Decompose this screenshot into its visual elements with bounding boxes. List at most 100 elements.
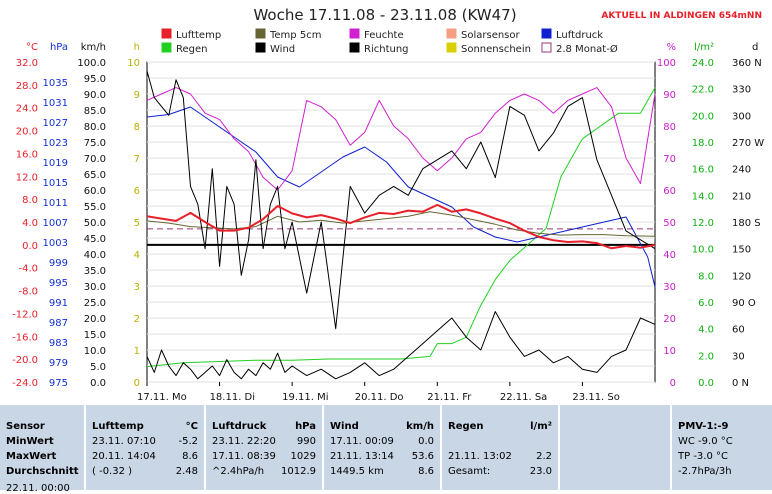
left-tick-label: 1015	[43, 178, 68, 189]
lufttemp-avg-value: 2.48	[175, 466, 198, 477]
x-tick-label: 18.11. Di	[210, 392, 255, 403]
wind-min-value: 0.0	[418, 436, 434, 447]
left-tick-label: 12.0	[16, 172, 38, 183]
left-tick-label: 28.0	[16, 81, 38, 92]
right-tick-label: 0	[670, 378, 676, 389]
lufttemp-avg-note: ( -0.32 )	[92, 466, 133, 477]
right-tick-label: 8.0	[698, 271, 714, 282]
legend-swatch	[349, 28, 360, 39]
right-tick-label: 270 W	[732, 138, 764, 149]
right-tick-label: 100	[657, 58, 676, 69]
left-tick-label: 50.0	[84, 218, 106, 229]
left-tick-label: -16.0	[12, 332, 38, 343]
left-tick-label: 45.0	[84, 234, 106, 245]
chart-title: Woche 17.11.08 - 23.11.08 (KW47)	[253, 6, 516, 24]
luftdruck-max-time: 17.11. 08:39	[212, 451, 276, 462]
luftdruck-header: Luftdruck	[212, 421, 267, 432]
left-tick-label: 8.0	[22, 195, 38, 206]
wind-distance: 1449.5 km	[330, 466, 384, 477]
right-tick-label: 50	[663, 218, 676, 229]
right-tick-label: 330	[732, 85, 751, 96]
right-tick-label: 10.0	[692, 245, 714, 256]
weather-chart: Woche 17.11.08 - 23.11.08 (KW47) AKTUELL…	[12, 6, 764, 403]
lufttemp-min-time: 23.11. 07:10	[92, 436, 156, 447]
wind-unit: km/h	[406, 421, 434, 432]
left-tick-label: 1011	[43, 198, 68, 209]
pmv-column: PMV-1:-9 WC -9.0 °C TP -3.0 °C -2.7hPa/3…	[672, 405, 772, 490]
left-tick-label: 24.0	[16, 104, 38, 115]
luftdruck-min-value: 990	[296, 436, 316, 447]
legend-label: Temp 5cm	[269, 30, 321, 41]
series-wind	[146, 311, 656, 380]
legend-entry: Wind	[255, 42, 295, 55]
legend-swatch	[161, 28, 172, 39]
left-tick-label: -20.0	[12, 355, 38, 366]
left-tick-label: 1019	[43, 158, 68, 169]
lufttemp-unit: °C	[185, 421, 198, 432]
left-tick-label: 25.0	[84, 298, 106, 309]
lufttemp-min-value: -5.2	[178, 436, 198, 447]
legend-label: 2.8 Monat-Ø	[556, 43, 618, 55]
legend-entry: Lufttemp	[161, 28, 221, 41]
axes: °C32.028.024.020.016.012.08.04.00.0-4.0-…	[12, 42, 764, 403]
sensor-column: Sensor MinWert MaxWert Durchschnitt 22.1…	[0, 405, 86, 494]
summary-table: Sensor MinWert MaxWert Durchschnitt 22.1…	[0, 405, 772, 494]
right-tick-label: 80	[663, 122, 676, 133]
left-tick-label: 80.0	[84, 122, 106, 133]
legend-label: Regen	[176, 44, 208, 55]
chart-subtitle: AKTUELL IN ALDINGEN 654mNN	[601, 11, 762, 21]
left-tick-label: 16.0	[16, 149, 38, 160]
right-tick-label: 12.0	[692, 218, 714, 229]
luftdruck-trend: ^2.4hPa/h	[212, 466, 265, 477]
left-tick-label: 1	[134, 346, 140, 357]
left-tick-label: 0.0	[22, 241, 38, 252]
x-tick-label: 19.11. Mi	[282, 392, 328, 403]
left-tick-label: 5.0	[90, 362, 106, 373]
legend-label: Wind	[270, 44, 295, 55]
legend-label: Luftdruck	[556, 30, 603, 41]
right-tick-label: 90 O	[732, 298, 756, 309]
legend-entry: Regen	[161, 42, 208, 55]
right-tick-label: 30	[732, 351, 745, 362]
right-tick-label: 4.0	[698, 325, 714, 336]
left-tick-label: -8.0	[18, 287, 38, 298]
left-tick-label: 100.0	[77, 58, 106, 69]
left-tick-label: 8	[134, 122, 140, 133]
right-tick-label: 60	[663, 186, 676, 197]
left-tick-label: 10.0	[84, 346, 106, 357]
legend-entry: Temp 5cm	[255, 28, 321, 41]
legend-swatch	[446, 42, 457, 53]
left-tick-label: 7	[134, 154, 140, 165]
row-label-avg: Durchschnitt	[6, 466, 79, 477]
pmv-windchill: WC -9.0 °C	[678, 436, 733, 447]
lufttemp-column: Lufttemp °C 23.11. 07:10 -5.2 20.11. 14:…	[86, 405, 206, 490]
left-tick-label: 70.0	[84, 154, 106, 165]
left-tick-label: -24.0	[12, 378, 38, 389]
luftdruck-max-value: 1029	[290, 451, 316, 462]
left-tick-label: 983	[49, 338, 68, 349]
left-tick-label: 20.0	[84, 314, 106, 325]
plot-area	[146, 70, 656, 380]
left-tick-label: 1003	[43, 238, 68, 249]
wind-column: Wind km/h 17.11. 00:09 0.0 21.11. 13:14 …	[324, 405, 442, 490]
wind-avg-value: 8.6	[418, 466, 434, 477]
legend-entry: Richtung	[349, 42, 409, 55]
right-tick-label: 210	[732, 191, 751, 202]
left-tick-label: 75.0	[84, 138, 106, 149]
row-label-max: MaxWert	[6, 451, 57, 462]
series-feuchte	[146, 87, 656, 191]
left-tick-label: 85.0	[84, 106, 106, 117]
lufttemp-max-value: 8.6	[182, 451, 198, 462]
series-lufttemp	[146, 203, 656, 250]
left-tick-label: 991	[49, 298, 68, 309]
legend-entry: 2.8 Monat-Ø	[541, 42, 618, 55]
right-tick-label: 6.0	[698, 298, 714, 309]
right-tick-label: 120	[732, 271, 751, 282]
left-tick-label: 1023	[43, 138, 68, 149]
left-tick-label: 1007	[43, 218, 68, 229]
row-label-min: MinWert	[6, 436, 54, 447]
left-tick-label: 2	[134, 314, 140, 325]
right-tick-label: 2.0	[698, 351, 714, 362]
left-tick-label: 15.0	[84, 330, 106, 341]
lufttemp-max-time: 20.11. 14:04	[92, 451, 156, 462]
